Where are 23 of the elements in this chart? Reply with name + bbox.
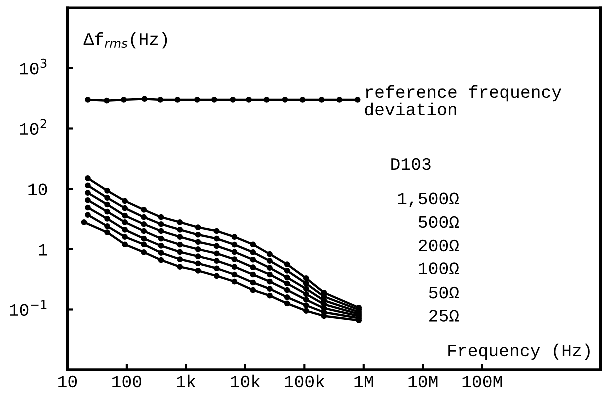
y-tick-label: 10 xyxy=(28,184,48,196)
annotation: D103 xyxy=(392,158,431,170)
x-tick-label: 10 xyxy=(58,376,78,388)
annotation: 100Ω xyxy=(419,262,460,274)
annotation: 1,500Ω xyxy=(398,192,460,208)
annotation: 50Ω xyxy=(429,286,460,299)
x-tick-label: 100 xyxy=(112,376,142,388)
y-axis-title: Δf$_{rms}$(Hz) xyxy=(84,32,168,49)
x-tick-label: 1k xyxy=(177,374,196,388)
y-tick-label: 1 xyxy=(39,244,48,256)
y-tick-label: 10$^{3}$ xyxy=(20,58,47,75)
x-tick-label: 100k xyxy=(285,374,325,388)
x-tick-label: 10k xyxy=(231,374,260,388)
y-tick-label: 10$^{2}$ xyxy=(20,119,46,136)
annotation: 500Ω xyxy=(418,216,460,228)
y-tick-label: 10$^{−1}$ xyxy=(10,300,47,316)
x-tick-label: 100M xyxy=(462,376,502,388)
x-tick-label: 1M xyxy=(354,376,374,388)
x-axis-title: Frequency (Hz) xyxy=(448,344,590,360)
annotation: reference frequency deviation xyxy=(365,85,562,116)
annotation: 200Ω xyxy=(419,240,460,252)
x-tick-label: 10M xyxy=(408,376,438,388)
annotation: 25Ω xyxy=(430,310,460,322)
